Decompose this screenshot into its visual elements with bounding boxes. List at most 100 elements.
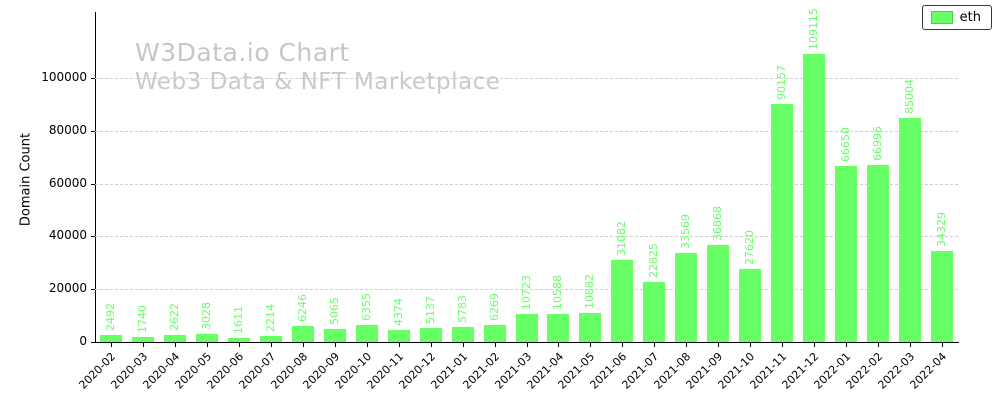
legend: eth	[921, 5, 992, 30]
bar	[707, 244, 730, 342]
bar	[355, 325, 378, 342]
bar-value-label: 5065	[327, 296, 341, 325]
bar-value-label: 6355	[359, 293, 373, 322]
x-tick-mark	[366, 343, 368, 347]
x-tick-mark	[334, 343, 336, 347]
y-tick-mark	[91, 289, 95, 291]
x-tick-mark	[398, 343, 400, 347]
bar	[867, 165, 890, 342]
legend-swatch-icon	[930, 11, 953, 24]
bar-value-label: 85004	[903, 78, 917, 114]
y-tick-mark	[91, 130, 95, 132]
x-tick-mark	[558, 343, 560, 347]
bar-value-label: 109115	[807, 7, 821, 50]
x-tick-mark	[686, 343, 688, 347]
bar-value-label: 3028	[199, 302, 213, 331]
bar	[483, 325, 506, 342]
y-gridline	[95, 289, 958, 291]
x-tick-mark	[782, 343, 784, 347]
bar-value-label: 10882	[583, 274, 597, 310]
x-tick-mark	[910, 343, 912, 347]
bar	[323, 328, 346, 342]
y-axis-spine	[95, 12, 96, 342]
bar-value-label: 1611	[231, 305, 245, 334]
bar	[611, 259, 634, 342]
bar-value-label: 36868	[711, 205, 725, 241]
bar	[227, 337, 250, 342]
y-gridline	[95, 78, 958, 79]
bar	[835, 166, 858, 342]
bar-value-label: 1740	[135, 305, 149, 334]
bar	[259, 336, 282, 342]
x-tick-mark	[430, 343, 432, 347]
x-tick-mark	[718, 343, 720, 347]
bar	[579, 313, 602, 342]
y-tick-label: 80000	[48, 122, 87, 137]
y-tick-label: 100000	[41, 70, 87, 84]
bar	[643, 281, 666, 342]
x-tick-mark	[270, 343, 272, 347]
y-tick-mark	[91, 342, 95, 343]
bar	[291, 325, 314, 342]
x-axis-spine	[95, 342, 959, 343]
bar	[387, 330, 410, 342]
bar-value-label: 4374	[391, 298, 405, 327]
bar	[515, 313, 538, 342]
x-tick-mark	[750, 343, 752, 347]
bar	[931, 251, 954, 342]
bar-value-label: 90157	[775, 65, 789, 100]
x-tick-mark	[462, 343, 464, 347]
x-tick-mark	[238, 343, 240, 347]
x-tick-mark	[942, 343, 944, 347]
bar-value-label: 2214	[263, 304, 277, 333]
bar	[547, 314, 570, 342]
bar-value-label: 66650	[839, 127, 853, 163]
bar-value-label: 27620	[743, 230, 757, 266]
bar	[739, 269, 762, 342]
bar-value-label: 66996	[871, 126, 885, 162]
x-tick-mark	[110, 343, 112, 347]
bar-value-label: 6269	[487, 293, 501, 322]
x-tick-mark	[590, 343, 592, 347]
bar-value-label: 5137	[423, 296, 437, 325]
bar	[99, 335, 122, 342]
legend-label: eth	[959, 10, 981, 25]
bar-value-label: 2492	[103, 303, 117, 332]
y-gridline	[95, 130, 958, 132]
watermark: W3Data.io Chart Web3 Data & NFT Marketpl…	[135, 38, 500, 95]
y-tick-mark	[91, 183, 95, 185]
bar	[163, 335, 186, 342]
y-gridline	[95, 236, 958, 238]
x-tick-mark	[494, 343, 496, 347]
y-tick-mark	[91, 78, 95, 79]
x-tick-mark	[302, 343, 304, 347]
bar-value-label: 34329	[935, 212, 949, 248]
y-tick-label: 60000	[48, 175, 87, 190]
bar	[675, 253, 698, 342]
x-tick-mark	[526, 343, 528, 347]
x-tick-mark	[142, 343, 144, 347]
bar-value-label: 22825	[647, 242, 661, 278]
y-tick-label: 20000	[48, 281, 87, 296]
bar	[899, 117, 922, 342]
bar-value-label: 5783	[455, 294, 469, 323]
bar-value-label: 10723	[519, 274, 533, 310]
bar-value-label: 33569	[679, 214, 693, 250]
x-tick-mark	[654, 343, 656, 347]
x-tick-mark	[174, 343, 176, 347]
bar	[803, 53, 826, 342]
bar	[451, 326, 474, 342]
x-tick-mark	[846, 343, 848, 347]
y-tick-label: 0	[79, 334, 87, 348]
watermark-subtitle: Web3 Data & NFT Marketplace	[135, 69, 501, 95]
bar	[771, 103, 794, 342]
x-tick-mark	[206, 343, 208, 347]
bar	[195, 334, 218, 342]
bar	[131, 337, 154, 342]
bar-value-label: 2622	[167, 303, 181, 332]
watermark-title: W3Data.io Chart	[135, 38, 350, 67]
y-gridline	[95, 183, 958, 185]
x-tick-mark	[622, 343, 624, 347]
bar-value-label: 31082	[615, 220, 629, 256]
